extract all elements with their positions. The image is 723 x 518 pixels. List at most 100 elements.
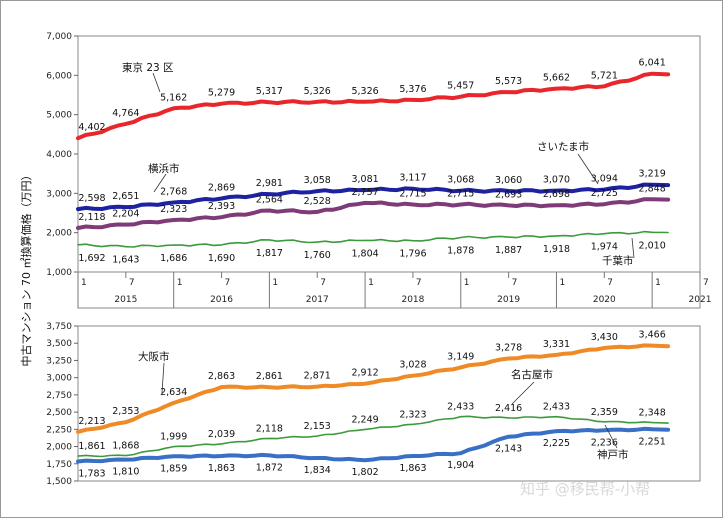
data-label: 1,690 — [208, 253, 235, 264]
series-line-1-2 — [76, 182, 671, 212]
data-label: 3,430 — [591, 332, 618, 343]
data-label: 1,904 — [447, 460, 474, 471]
x-year-label: 2021 — [689, 295, 712, 305]
series-line-1-3 — [76, 197, 671, 230]
data-label: 3,219 — [639, 169, 666, 180]
data-label: 1,859 — [160, 463, 187, 474]
data-label: 2,323 — [160, 204, 187, 215]
data-label: 5,317 — [256, 86, 283, 97]
data-label: 2,693 — [495, 189, 522, 200]
data-label: 2,213 — [78, 416, 105, 427]
data-label: 1,686 — [160, 253, 187, 264]
data-label: 3,278 — [495, 343, 522, 354]
data-label: 1,796 — [399, 249, 426, 260]
data-label: 3,060 — [495, 175, 522, 186]
x-month-tick-label: 1 — [368, 278, 374, 288]
data-label: 3,466 — [639, 330, 666, 341]
data-label: 2,118 — [78, 212, 105, 223]
data-label: 1,783 — [78, 469, 105, 480]
data-label: 5,326 — [304, 86, 331, 97]
data-label: 3,331 — [543, 339, 570, 350]
data-label: 2,249 — [351, 414, 378, 425]
data-label: 2,869 — [208, 182, 235, 193]
y-tick-label: 2,750 — [46, 391, 72, 401]
data-label: 5,326 — [351, 86, 378, 97]
data-label: 2,236 — [591, 437, 618, 448]
data-label: 2,433 — [447, 402, 474, 413]
x-month-tick-label: 1 — [272, 278, 278, 288]
data-label: 2,204 — [112, 209, 139, 220]
data-label: 2,651 — [112, 191, 139, 202]
data-label: 1,974 — [591, 242, 618, 253]
series-line-1-4 — [77, 230, 669, 248]
y-tick-label: 3,250 — [46, 356, 72, 366]
chart-panels: 1,000 2,000 3,000 4,000 5,000 6,000 7,000 4,402… — [46, 32, 711, 487]
series-leader-line — [577, 153, 599, 185]
data-label: 1,918 — [543, 244, 570, 255]
x-year-label: 2016 — [210, 295, 233, 305]
data-label: 1,868 — [112, 441, 139, 452]
x-year-label: 2020 — [593, 295, 616, 305]
data-label: 3,068 — [447, 175, 474, 186]
y-tick-label: 6,000 — [46, 71, 72, 81]
data-label: 2,564 — [256, 194, 283, 205]
data-label: 2,912 — [351, 368, 378, 379]
x-month-tick-label: 1 — [655, 278, 661, 288]
data-label: 1,692 — [78, 253, 105, 264]
y-tick-label: 3,000 — [46, 374, 72, 384]
watermark: 知乎 @移民帮-小帮 — [520, 480, 650, 498]
series-line-2-1 — [76, 343, 671, 434]
series-leader-line — [511, 381, 535, 405]
x-month-tick-label: 7 — [703, 278, 709, 288]
data-label: 2,416 — [495, 403, 522, 414]
series-leader-line — [152, 72, 161, 93]
y-tick-label: 1,000 — [46, 268, 72, 278]
data-label: 2,225 — [543, 438, 570, 449]
x-month-tick-label: 7 — [320, 278, 326, 288]
data-label: 2,757 — [351, 187, 378, 198]
data-label: 3,070 — [543, 175, 570, 186]
series-leader-line — [631, 237, 635, 259]
data-label: 2,353 — [112, 406, 139, 417]
x-year-label: 2017 — [306, 295, 329, 305]
data-label: 2,848 — [639, 183, 666, 194]
y-tick-label: 1,750 — [46, 460, 72, 470]
series-name-label: 東京 23 区 — [122, 61, 174, 74]
data-label: 2,698 — [543, 189, 570, 200]
series-leader-line — [153, 173, 167, 193]
data-label: 2,118 — [256, 423, 283, 434]
data-label: 1,863 — [399, 463, 426, 474]
data-label: 2,715 — [447, 189, 474, 200]
data-label: 2,981 — [256, 178, 283, 189]
x-month-tick-label: 7 — [607, 278, 613, 288]
data-label: 2,768 — [160, 186, 187, 197]
data-label: 2,359 — [591, 407, 618, 418]
data-label: 2,039 — [208, 429, 235, 440]
data-label: 1,834 — [304, 465, 331, 476]
series-name-label: 神戸市 — [597, 448, 629, 461]
data-label: 5,279 — [208, 88, 235, 99]
series-name-label: 横浜市 — [148, 162, 180, 175]
series-line-2-2 — [77, 415, 669, 458]
data-label: 4,402 — [78, 122, 105, 133]
data-label: 5,162 — [160, 92, 187, 103]
data-label: 1,802 — [351, 467, 378, 478]
data-label: 3,149 — [447, 351, 474, 362]
x-month-tick-label: 7 — [416, 278, 422, 288]
data-label: 5,457 — [447, 81, 474, 92]
y-tick-label: 2,000 — [46, 443, 72, 453]
series-name-label: 大阪市 — [138, 350, 170, 363]
y-tick-label: 4,000 — [46, 150, 72, 160]
x-month-tick-label: 1 — [81, 278, 87, 288]
x-month-tick-label: 7 — [225, 278, 231, 288]
data-label: 1,810 — [112, 467, 139, 478]
data-label: 2,871 — [304, 371, 331, 382]
y-tick-label: 1,500 — [46, 477, 72, 487]
x-month-tick-label: 1 — [559, 278, 565, 288]
x-year-label: 2019 — [497, 295, 520, 305]
data-label: 2,323 — [399, 409, 426, 420]
data-label: 4,764 — [112, 108, 139, 119]
data-label: 2,010 — [639, 240, 666, 251]
y-tick-label: 3,750 — [46, 322, 72, 332]
data-label: 1,999 — [160, 432, 187, 443]
